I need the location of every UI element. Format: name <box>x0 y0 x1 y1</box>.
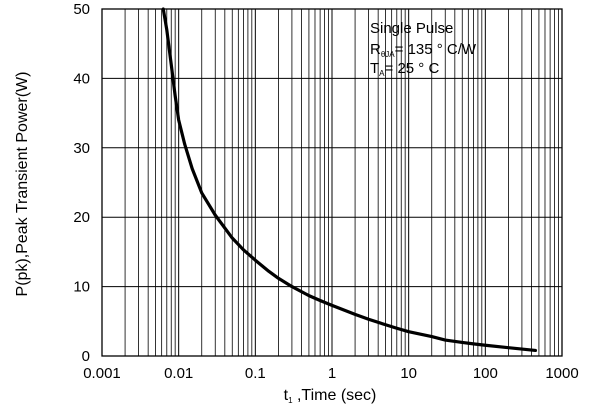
y-tick-label: 10 <box>73 279 90 296</box>
y-tick-label: 50 <box>73 1 90 18</box>
y-tick-label: 40 <box>73 70 90 87</box>
annotation-line-3: TA= 25 ° C <box>370 60 439 78</box>
annotation-line-1: Single Pulse <box>370 20 453 37</box>
annotation-line-2: RθJA= 135 ° C/W <box>370 41 477 59</box>
x-tick-label: 1000 <box>545 365 578 382</box>
x-axis-label: t1 ,Time (sec) <box>284 387 377 405</box>
y-tick-labels: 0 10 20 30 40 50 <box>73 1 90 365</box>
series-line <box>161 7 538 353</box>
y-tick-label: 20 <box>73 209 90 226</box>
x-tick-label: 0.01 <box>164 365 193 382</box>
x-tick-label: 0.1 <box>245 365 266 382</box>
x-tick-labels: 0.001 0.01 0.1 1 10 100 1000 <box>83 365 578 382</box>
y-axis-label: P(pk),Peak Transient Power(W) <box>14 72 31 297</box>
plot-frame <box>101 8 563 357</box>
x-tick-label: 0.001 <box>83 365 121 382</box>
annotation: Single Pulse RθJA= 135 ° C/W TA= 25 ° C <box>370 20 477 78</box>
x-tick-label: 100 <box>473 365 498 382</box>
y-tick-label: 30 <box>73 140 90 157</box>
y-tick-label: 0 <box>82 348 90 365</box>
x-tick-label: 1 <box>328 365 336 382</box>
x-tick-label: 10 <box>400 365 417 382</box>
grid <box>101 8 562 357</box>
